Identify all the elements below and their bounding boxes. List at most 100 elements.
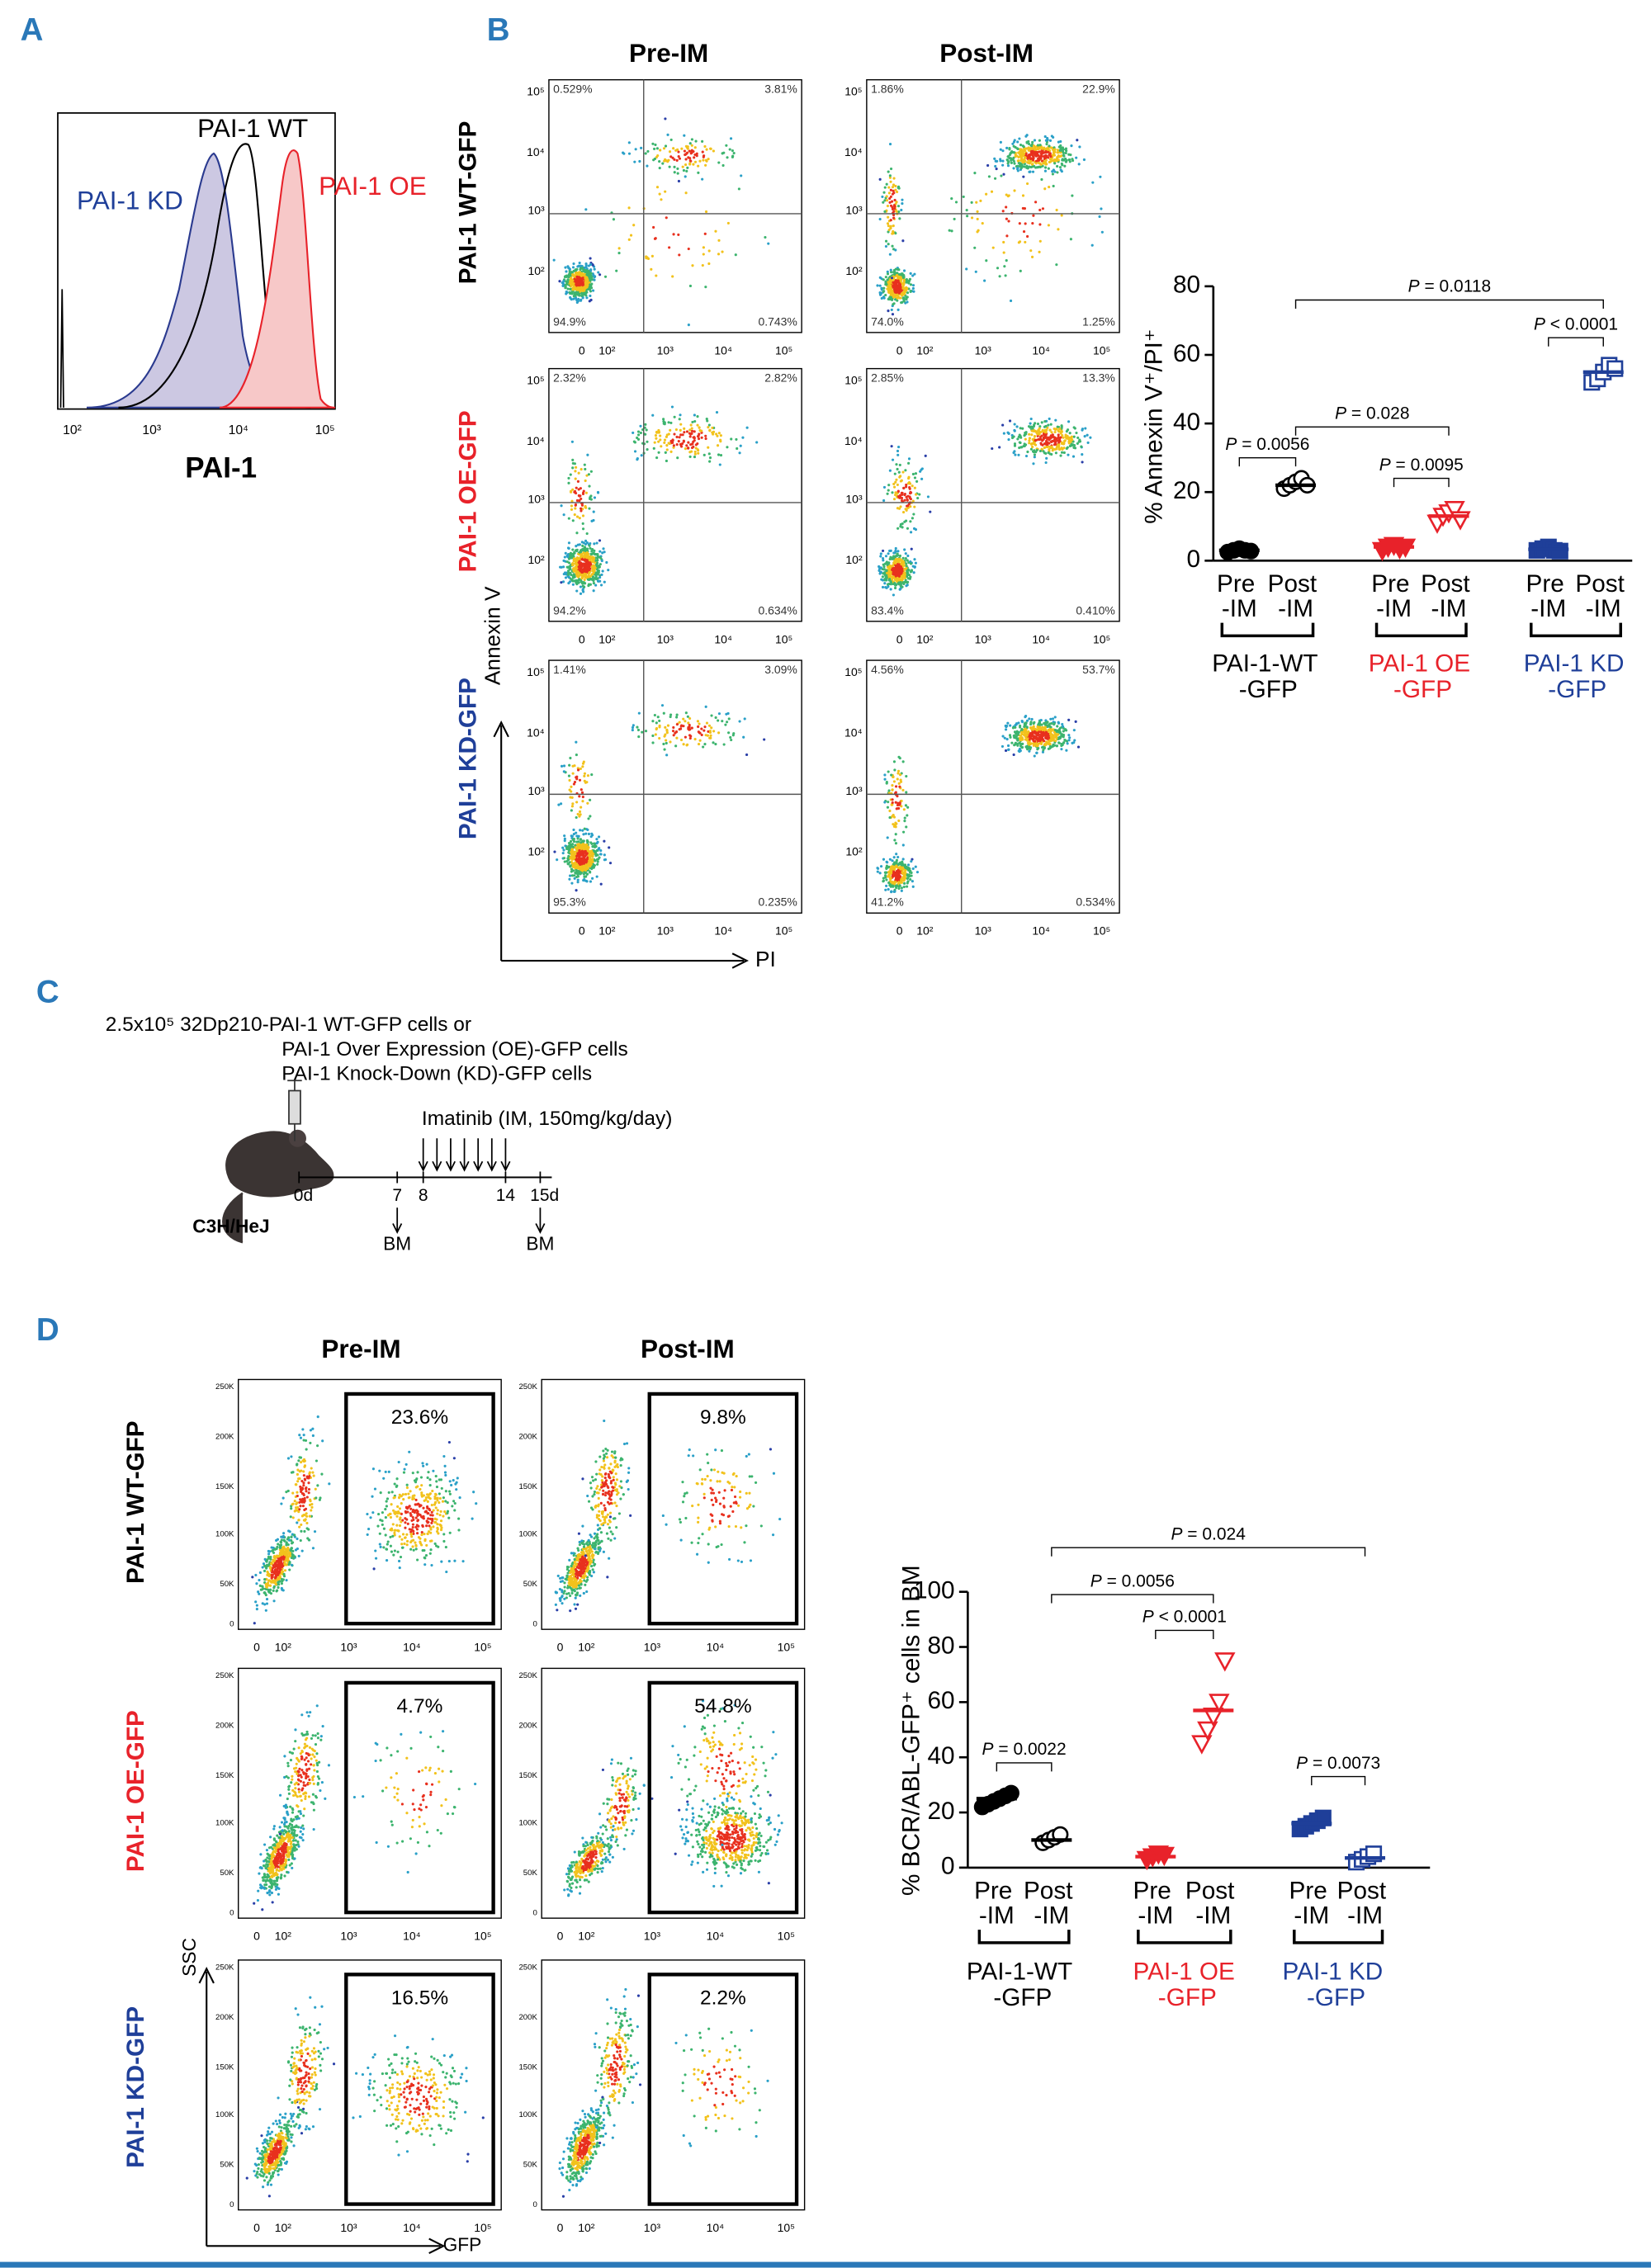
density-dot [891,200,894,203]
density-dot [738,451,741,455]
density-dot [584,570,588,574]
density-dot [589,815,592,818]
density-dot [576,843,580,846]
density-dot [1058,166,1062,169]
density-dot [894,298,897,301]
flow-plot-frame [866,367,1120,622]
density-dot [580,468,583,471]
density-dot [654,434,657,437]
density-dot [693,430,696,433]
density-dot [730,437,733,441]
density-dot [883,186,887,189]
density-dot [627,206,631,210]
density-dot [881,575,884,579]
density-dot [1047,224,1050,227]
density-dot [579,267,582,271]
density-dot [888,809,892,813]
density-dot [595,858,599,861]
quadrant-value: 41.2% [871,895,904,909]
density-dot [575,776,578,779]
density-dot [895,860,898,863]
density-dot [887,881,891,885]
density-dot [894,561,897,565]
density-dot [572,569,575,573]
column-title: Post-IM [641,1334,735,1363]
density-dot [887,243,890,246]
density-dot [569,567,572,570]
density-dot [633,160,636,163]
density-dot [907,457,911,461]
density-dot [562,848,565,852]
density-dot [903,520,906,523]
density-dot [1024,738,1027,741]
density-dot [1057,433,1060,437]
density-dot [895,574,898,578]
density-dot [674,149,678,152]
density-dot [578,499,581,503]
density-dot [1055,744,1058,748]
density-dot [1034,162,1038,165]
density-dot [569,287,572,291]
density-dot [575,801,579,804]
density-dot [583,877,586,881]
density-dot [576,282,580,286]
density-dot [584,491,588,494]
density-dot [593,542,596,546]
density-dot [884,239,888,243]
density-dot [1062,442,1066,446]
x-tick-label: 10² [916,924,934,938]
density-dot [595,875,598,878]
density-dot [886,278,889,281]
density-dot [698,159,702,163]
density-dot [689,432,693,436]
density-dot [882,485,887,489]
density-dot [879,552,882,555]
density-dot [566,265,570,268]
density-dot [1059,454,1062,457]
density-dot [1038,739,1042,743]
density-dot [703,232,707,235]
density-dot [1065,149,1068,153]
density-dot [1089,436,1092,439]
density-dot [688,724,691,727]
density-dot [911,867,915,871]
density-dot [882,876,885,880]
density-dot [574,470,577,473]
density-dot [650,254,654,258]
density-dot [1038,150,1041,154]
density-dot [1057,158,1060,162]
density-dot [897,563,901,566]
density-dot [592,551,595,555]
day-label: 14 [496,1186,516,1205]
density-dot [904,869,907,872]
density-dot [909,272,912,275]
density-dot [673,165,676,168]
density-dot [585,839,589,842]
y-tick-label: 10² [527,553,545,566]
density-dot [912,290,915,293]
density-dot [987,175,991,178]
density-dot [1005,146,1009,149]
density-dot [570,867,574,871]
density-dot [896,290,901,293]
density-dot [1043,442,1047,446]
density-dot [703,743,707,746]
density-dot [575,557,579,560]
density-dot [560,581,563,584]
protocol-text: PAI-1 Knock-Down (KD)-GFP cells [281,1063,592,1085]
density-dot [1057,145,1061,149]
density-dot [662,742,665,746]
density-dot [1003,736,1006,739]
x-tick-label: 0 [579,632,585,645]
density-dot [612,218,616,221]
density-dot [900,496,904,500]
density-dot [709,734,712,737]
density-dot [880,578,883,581]
density-dot [1044,433,1048,437]
density-dot [707,452,711,456]
density-dot [588,484,591,488]
density-dot [1071,194,1074,197]
density-dot [663,438,667,442]
density-dot [906,504,910,508]
